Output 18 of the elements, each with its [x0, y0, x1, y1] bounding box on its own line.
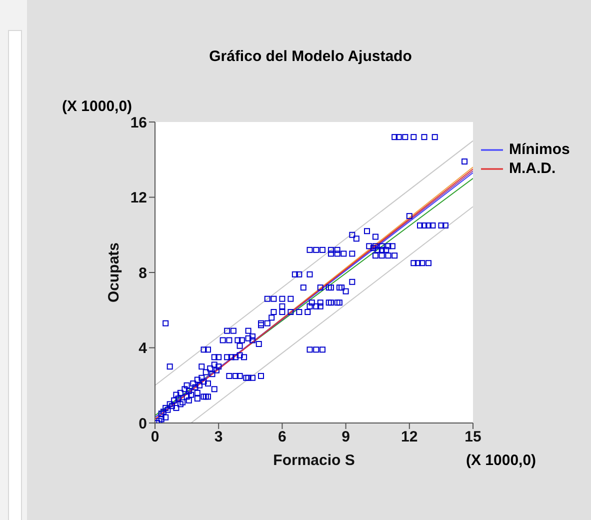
x-axis-title: Formacio S: [273, 452, 355, 469]
x-tick-label: 15: [464, 428, 482, 446]
y-axis-title: Ocupats: [105, 242, 122, 302]
y-tick-label: 0: [138, 415, 147, 432]
y-tick-label: 8: [138, 264, 147, 282]
y-tick-label: 4: [138, 340, 148, 358]
legend-label: M.A.D.: [509, 160, 556, 177]
legend-label: Mínimos: [509, 141, 570, 158]
y-tick-label: 16: [130, 114, 147, 132]
x-tick-label: 0: [150, 428, 160, 446]
x-tick-label: 6: [278, 428, 286, 446]
x-tick-label: 12: [401, 428, 418, 446]
chart-title: Gráfico del Modelo Ajustado: [208, 48, 413, 65]
text: (X 1000,0): [466, 452, 536, 469]
y-tick-label: 12: [130, 190, 147, 207]
x-tick-label: 9: [342, 428, 350, 446]
x-tick-label: 3: [214, 428, 223, 446]
text: (X 1000,0): [62, 98, 132, 115]
